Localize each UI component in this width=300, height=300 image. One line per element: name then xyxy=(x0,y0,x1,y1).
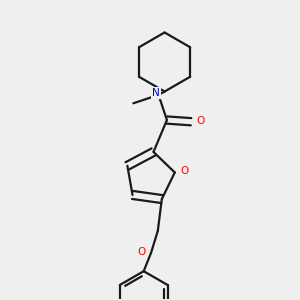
Text: N: N xyxy=(152,88,160,98)
Text: O: O xyxy=(196,116,205,126)
Text: O: O xyxy=(137,247,145,257)
Text: O: O xyxy=(180,166,188,176)
